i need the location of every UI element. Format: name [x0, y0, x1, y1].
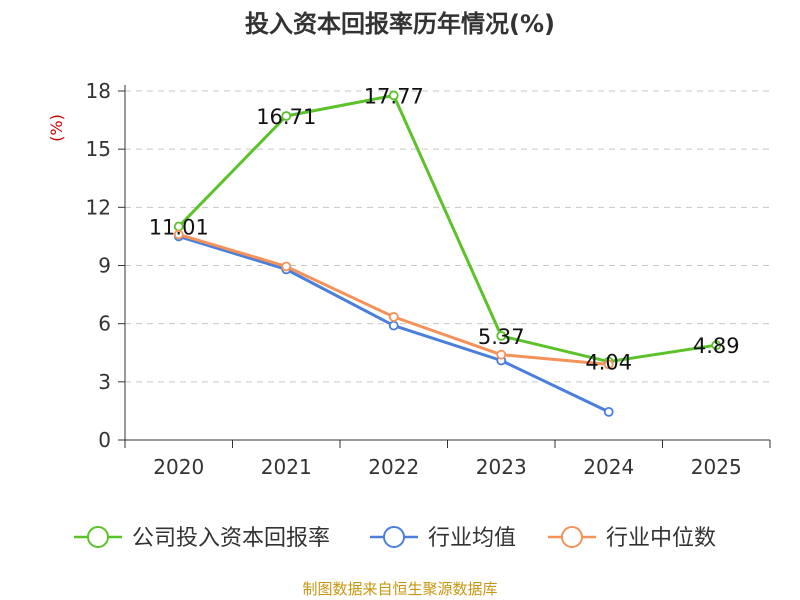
legend[interactable]: 公司投入资本回报率 行业均值 行业中位数 — [74, 526, 716, 551]
series-2-point-2022[interactable] — [388, 311, 399, 322]
series-2-point-2024[interactable] — [603, 359, 614, 370]
legend-label-1: 行业均值 — [428, 526, 516, 551]
x-tick-label-2022: 2022 — [368, 455, 419, 479]
series-2 — [173, 229, 614, 370]
series-0 — [173, 90, 722, 367]
data-label-2024: 4.04 — [585, 351, 632, 375]
y-tick-label-18: 18 — [86, 79, 111, 103]
axes: 0 3 6 9 12 15 18 2020 2021 2022 2023 2024 2025 — [86, 79, 771, 479]
data-labels: 11.01 16.71 17.77 5.37 4.04 4.89 — [149, 84, 740, 374]
data-label-2025: 4.89 — [693, 334, 740, 358]
series-1-point-2022[interactable] — [388, 320, 399, 331]
data-label-2021: 16.71 — [256, 105, 316, 129]
y-tick-label-12: 12 — [86, 195, 111, 219]
y-tick-label-3: 3 — [98, 370, 111, 394]
data-label-2022: 17.77 — [364, 84, 424, 108]
legend-item-2[interactable]: 行业中位数 — [548, 526, 716, 551]
y-tick-label-9: 9 — [98, 254, 111, 278]
legend-label-2: 行业中位数 — [606, 526, 716, 551]
series-0-point-2023[interactable] — [496, 330, 507, 341]
legend-label-0: 公司投入资本回报率 — [132, 526, 330, 551]
series-0-point-2022[interactable] — [388, 90, 399, 101]
series-group — [173, 90, 722, 417]
x-tick-label-2021: 2021 — [261, 455, 312, 479]
data-label-2020: 11.01 — [149, 216, 209, 240]
series-2-point-2020[interactable] — [173, 229, 184, 240]
x-tick-label-2025: 2025 — [691, 455, 742, 479]
legend-marker-2 — [561, 526, 583, 548]
series-0-point-2021[interactable] — [281, 111, 292, 121]
y-axis-label: (%) — [47, 114, 66, 142]
legend-item-1[interactable]: 行业均值 — [370, 526, 516, 551]
y-tick-label-0: 0 — [98, 428, 111, 452]
legend-marker-0 — [87, 526, 109, 548]
legend-item-0[interactable]: 公司投入资本回报率 — [74, 526, 330, 551]
series-1-point-2024[interactable] — [603, 406, 614, 417]
y-tick-label-15: 15 — [86, 137, 111, 161]
data-label-2023: 5.37 — [478, 325, 525, 349]
x-tick-label-2023: 2023 — [476, 455, 527, 479]
series-0-point-2025[interactable] — [711, 340, 722, 351]
x-tick-label-2020: 2020 — [153, 455, 204, 479]
y-tick-label-6: 6 — [98, 312, 111, 336]
chart-title: 投入资本回报率历年情况(%) — [245, 10, 555, 38]
source-note: 制图数据来自恒生聚源数据库 — [302, 580, 497, 598]
legend-marker-1 — [383, 526, 405, 548]
grid — [125, 90, 770, 383]
series-2-point-2023[interactable] — [496, 349, 507, 360]
series-2-point-2021[interactable] — [281, 261, 292, 272]
series-line-0 — [177, 93, 717, 364]
x-tick-label-2024: 2024 — [583, 455, 634, 479]
